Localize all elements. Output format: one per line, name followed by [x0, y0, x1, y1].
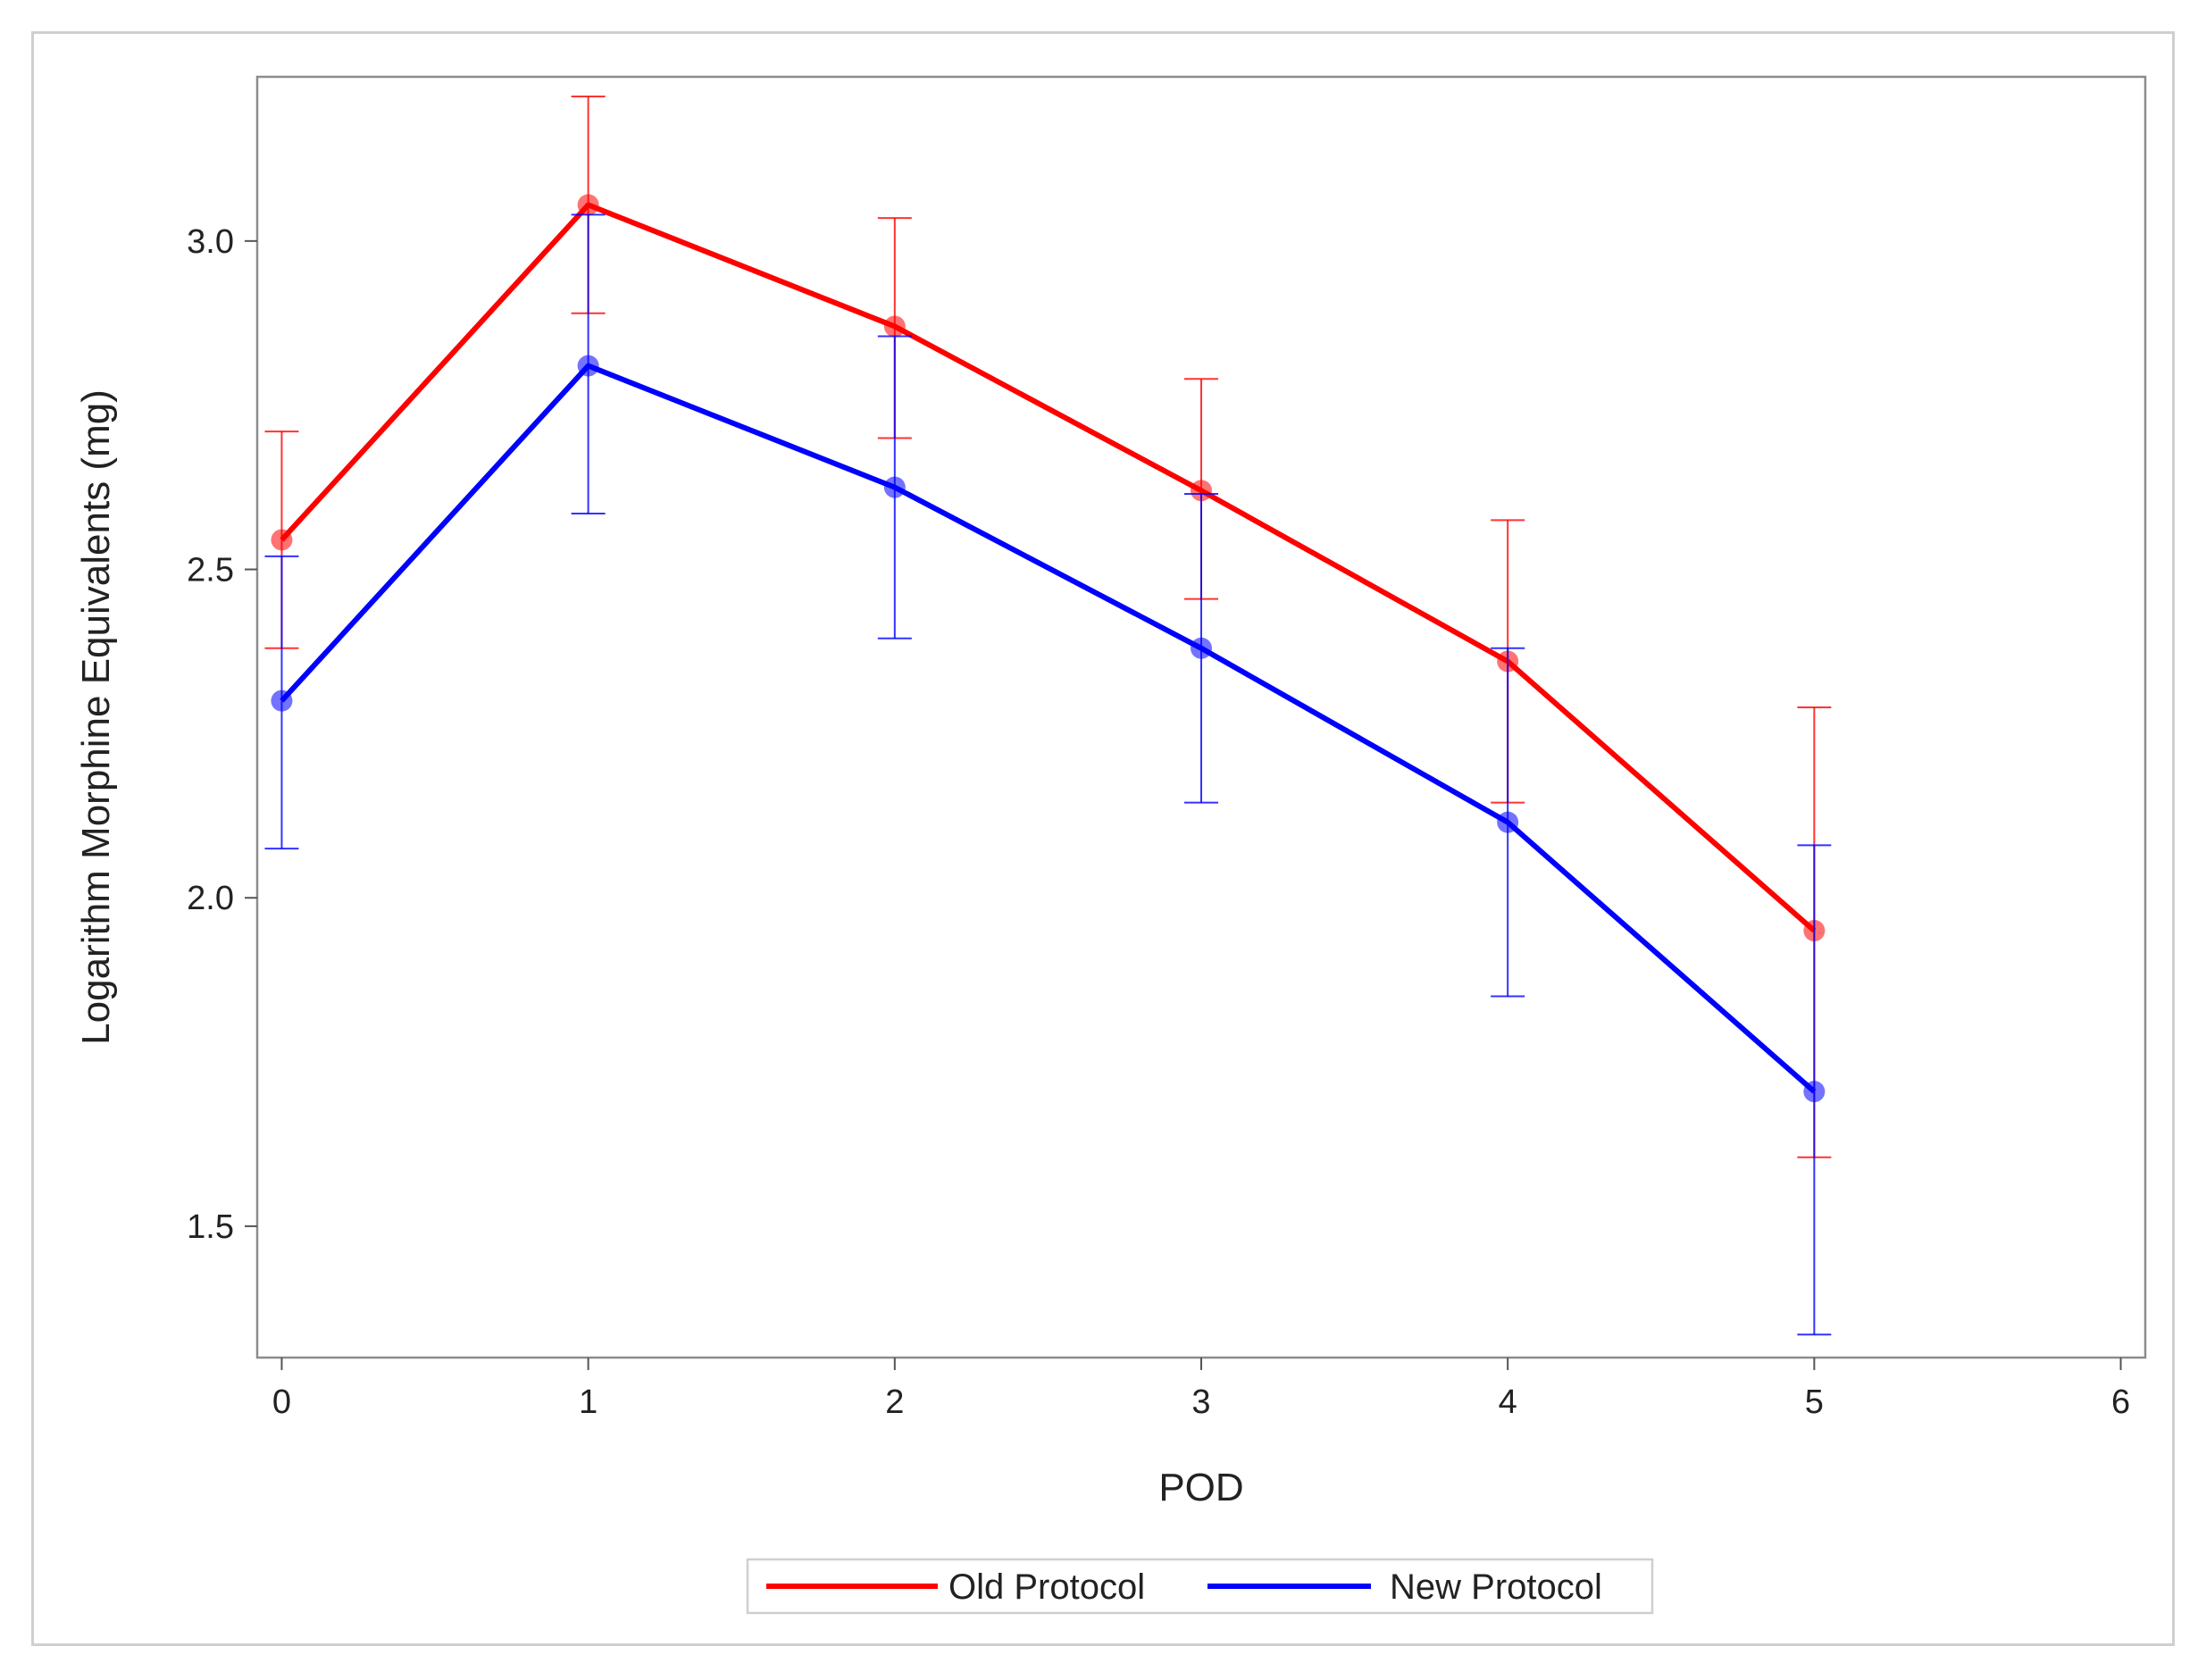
x-tick-label: 2 — [885, 1383, 904, 1421]
data-point — [883, 476, 906, 498]
data-point — [271, 529, 293, 551]
x-tick-label: 4 — [1499, 1383, 1517, 1421]
x-tick-label: 0 — [272, 1383, 291, 1421]
data-point — [1803, 1081, 1826, 1103]
x-tick-label: 3 — [1191, 1383, 1210, 1421]
y-tick-label: 3.0 — [187, 223, 234, 261]
y-tick-label: 2.0 — [187, 880, 234, 917]
x-tick-label: 5 — [1805, 1383, 1824, 1421]
y-tick-label: 1.5 — [187, 1208, 234, 1246]
series-line — [280, 202, 1817, 933]
y-axis-title: Logarithm Morphine Equivalents (mg) — [74, 389, 118, 1045]
y-tick-label: 2.5 — [187, 552, 234, 589]
x-tick-label: 1 — [579, 1383, 597, 1421]
data-point — [271, 690, 293, 712]
data-point — [1191, 480, 1212, 502]
data-point — [1497, 811, 1519, 833]
legend-label: Old Protocol — [948, 1567, 1145, 1607]
x-tick-label: 6 — [2111, 1383, 2130, 1421]
data-point — [883, 315, 906, 338]
data-point — [577, 194, 599, 216]
x-axis-title: POD — [1158, 1466, 1243, 1509]
series-new-protocol — [264, 213, 1832, 1336]
data-point — [577, 355, 599, 377]
series-old-protocol — [264, 96, 1832, 1158]
series-line — [280, 363, 1817, 1094]
legend-label: New Protocol — [1390, 1567, 1602, 1607]
data-point — [1191, 637, 1212, 659]
